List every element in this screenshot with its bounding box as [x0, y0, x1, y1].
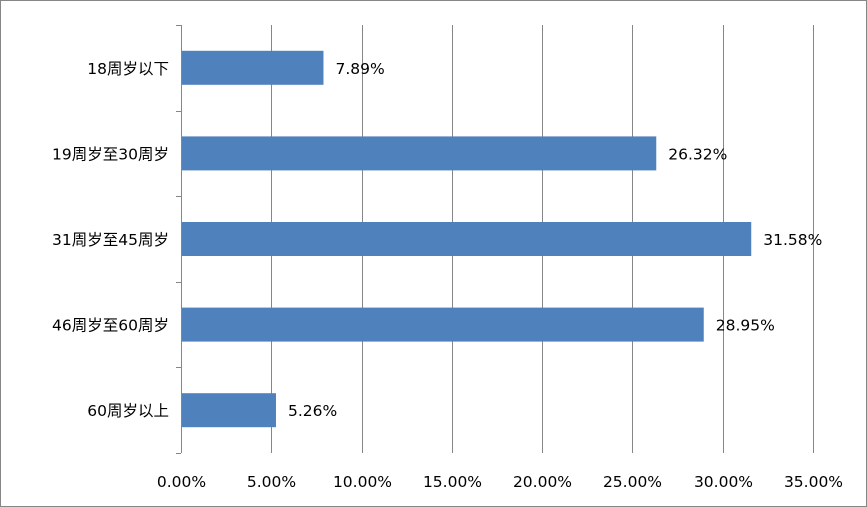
bar: [182, 136, 657, 171]
x-tick-label: 15.00%: [423, 473, 482, 491]
labels: 0.00% 5.00% 10.00% 15.00% 20.00% 25.00% 30.00%…: [52, 60, 843, 491]
category-label: 60周岁以上: [87, 402, 169, 420]
bar: [182, 50, 324, 85]
axes: [176, 25, 182, 454]
category-label: 18周岁以下: [87, 60, 169, 78]
category-label: 31周岁至45周岁: [52, 231, 169, 249]
x-tick-label: 35.00%: [784, 473, 843, 491]
data-label: 31.58%: [763, 231, 822, 249]
data-label: 26.32%: [668, 145, 727, 163]
bar: [182, 222, 752, 256]
category-label: 19周岁至30周岁: [52, 145, 169, 163]
bar: [182, 307, 704, 342]
category-label: 46周岁至60周岁: [52, 317, 169, 335]
bars: [182, 50, 752, 428]
x-tick-label: 0.00%: [157, 473, 206, 491]
x-tick-label: 30.00%: [694, 473, 753, 491]
x-tick-label: 5.00%: [247, 473, 296, 491]
x-tick-label: 20.00%: [513, 473, 572, 491]
data-label: 28.95%: [716, 317, 775, 335]
bar: [182, 393, 276, 428]
data-label: 5.26%: [288, 402, 337, 420]
x-tick-label: 25.00%: [603, 473, 662, 491]
x-tick-label: 10.00%: [333, 473, 392, 491]
data-label: 7.89%: [335, 60, 384, 78]
